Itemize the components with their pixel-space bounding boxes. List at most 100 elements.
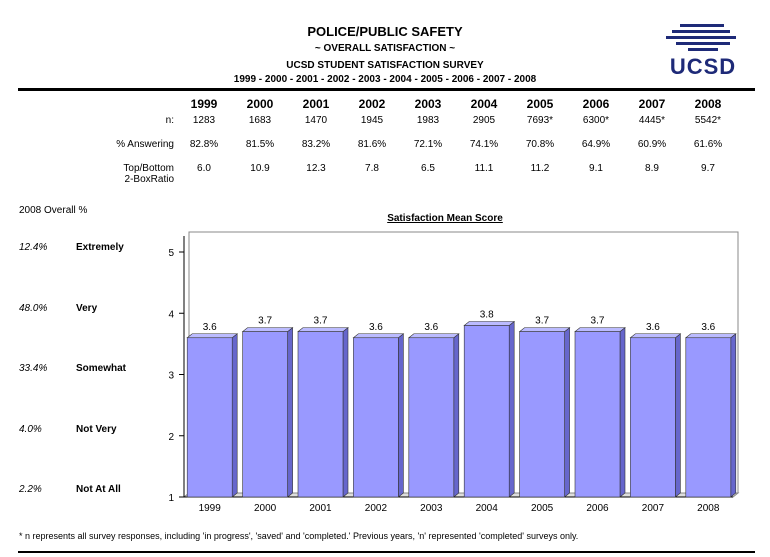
logo-text: UCSD — [669, 54, 737, 79]
bar-value-label: 3.7 — [314, 316, 328, 327]
table-cell: 7693* — [526, 115, 554, 126]
bar-value-label: 3.7 — [535, 316, 549, 327]
header-rule — [18, 88, 755, 91]
footer-rule — [18, 551, 755, 553]
table-row-label: Top/Bottom — [123, 163, 174, 174]
bar — [463, 325, 510, 498]
bar-top — [574, 327, 626, 332]
bar — [242, 331, 288, 498]
table-cell: 4445* — [638, 115, 666, 126]
bar — [408, 337, 455, 498]
bar-side — [730, 333, 737, 498]
bar-side — [508, 320, 515, 498]
survey-years: 1999 - 2000 - 2001 - 2002 - 2003 - 2004 … — [233, 74, 537, 85]
table-cell: 1283 — [192, 115, 216, 126]
survey-name: UCSD STUDENT SATISFACTION SURVEY — [286, 60, 484, 71]
bar — [574, 331, 621, 498]
bar-value-label: 3.6 — [369, 322, 383, 333]
bar — [630, 337, 676, 498]
x-tick-label: 2004 — [476, 503, 499, 514]
table-cell: 11.1 — [474, 163, 494, 174]
table-cell: 8.9 — [645, 163, 659, 174]
overall-pct: 48.0% — [19, 303, 48, 314]
bar-top — [352, 333, 405, 339]
bar-side — [453, 333, 460, 498]
bar-top — [186, 333, 239, 339]
bar — [297, 331, 344, 498]
bar-side — [619, 327, 626, 498]
bar-side — [231, 333, 238, 498]
table-header-year: 2007 — [638, 97, 666, 111]
bar-side — [342, 327, 349, 498]
x-tick-label: 2005 — [531, 503, 554, 514]
bar-top — [463, 321, 516, 326]
bar-top — [297, 327, 349, 332]
x-tick-label: 1999 — [199, 503, 222, 514]
table-header-year: 2004 — [470, 97, 498, 111]
bar-value-label: 3.6 — [646, 322, 660, 333]
table-cell: 1683 — [248, 115, 272, 126]
page-subtitle: ~ OVERALL SATISFACTION ~ — [314, 43, 456, 54]
overall-pct: 33.4% — [19, 363, 48, 374]
table-cell: 81.5% — [245, 139, 275, 150]
overall-pct: 12.4% — [19, 242, 48, 253]
table-header-year: 2001 — [302, 97, 330, 111]
page-title: POLICE/PUBLIC SAFETY — [307, 24, 463, 39]
table-cell: 74.1% — [469, 139, 499, 150]
bar-side — [564, 327, 570, 498]
x-tick-label: 2002 — [365, 503, 388, 514]
table-cell: 72.1% — [413, 139, 443, 150]
overall-level: Not Very — [76, 424, 117, 435]
overall-pct: 2.2% — [19, 484, 42, 495]
bar-top — [518, 327, 571, 332]
table-header-year: 2002 — [358, 97, 386, 111]
table-cell: 61.6% — [693, 139, 723, 150]
table-cell: 5542* — [694, 115, 722, 126]
y-tick-label: 1 — [168, 493, 174, 504]
table-cell: 12.3 — [306, 163, 326, 174]
table-header-year: 2006 — [582, 97, 610, 111]
table-cell: 81.6% — [357, 139, 387, 150]
table-cell: 9.7 — [701, 163, 715, 174]
bar — [519, 331, 565, 498]
bar — [186, 337, 233, 498]
overall-label: 2008 Overall % — [19, 205, 88, 216]
overall-level: Very — [76, 303, 98, 314]
overall-level: Somewhat — [76, 363, 127, 374]
table-cell: 10.9 — [250, 163, 270, 174]
table-cell: 7.8 — [365, 163, 379, 174]
table-cell: 1470 — [304, 115, 328, 126]
table-row-label: n: — [165, 115, 174, 126]
bar-value-label: 3.8 — [480, 310, 494, 321]
y-tick-label: 5 — [168, 248, 174, 259]
table-row-label: % Answering — [116, 139, 174, 150]
table-cell: 2905 — [472, 115, 496, 126]
bar-value-label: 3.7 — [258, 316, 272, 327]
overall-level: Not At All — [76, 484, 121, 495]
y-tick-label: 2 — [168, 432, 174, 443]
x-tick-label: 2003 — [420, 503, 443, 514]
x-tick-label: 2001 — [309, 503, 332, 514]
overall-pct: 4.0% — [19, 424, 42, 435]
x-tick-label: 2008 — [697, 503, 720, 514]
table-cell: 11.2 — [530, 163, 550, 174]
bar-value-label: 3.6 — [424, 322, 438, 333]
overall-level: Extremely — [76, 242, 124, 253]
table-cell: 1945 — [360, 115, 384, 126]
ucsd-logo: UCSD — [658, 18, 748, 80]
table-header-year: 2008 — [694, 97, 722, 111]
y-tick-label: 3 — [168, 371, 174, 382]
table-cell: 82.8% — [189, 139, 219, 150]
table-cell: 60.9% — [637, 139, 667, 150]
bar-side — [675, 333, 681, 498]
bar — [353, 337, 399, 498]
table-header-year: 2003 — [414, 97, 442, 111]
bar-top — [629, 333, 682, 339]
bar-side — [287, 327, 293, 498]
x-tick-label: 2007 — [642, 503, 665, 514]
table-cell: 64.9% — [581, 139, 611, 150]
x-tick-label: 2000 — [254, 503, 277, 514]
chart-title: Satisfaction Mean Score — [387, 213, 503, 224]
x-tick-label: 2006 — [586, 503, 609, 514]
